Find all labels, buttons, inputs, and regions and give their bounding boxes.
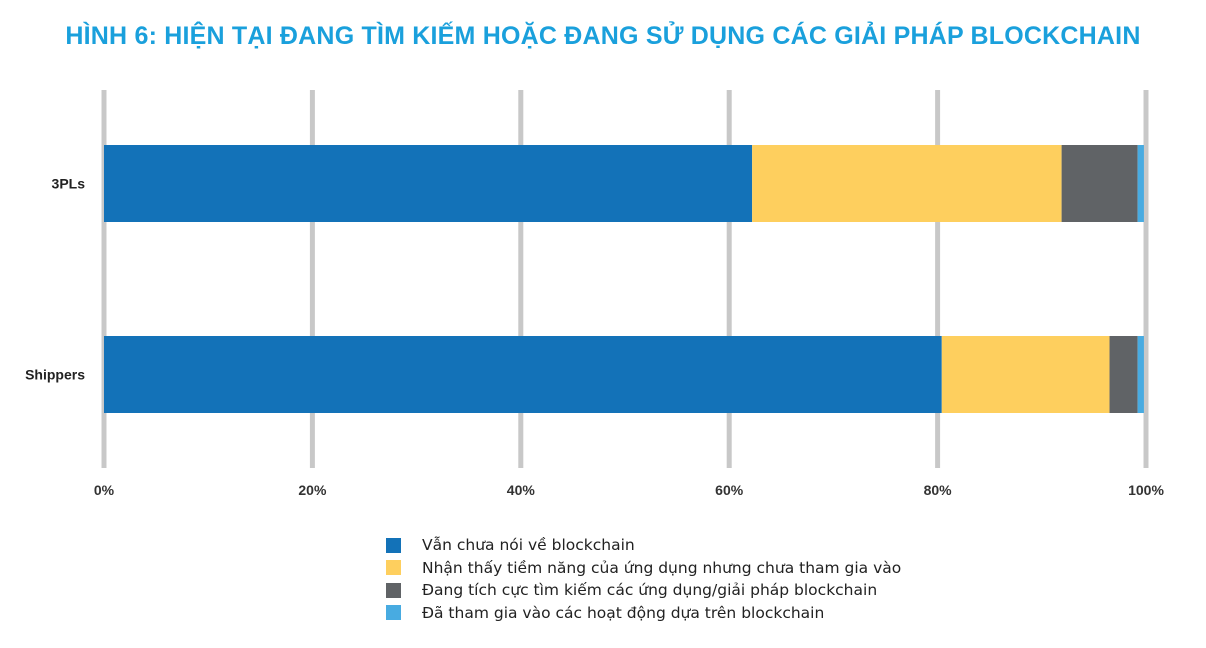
legend-swatch (386, 537, 401, 553)
legend-item: Đang tích cực tìm kiếm các ứng dụng/giải… (386, 579, 901, 602)
bar-segment (1137, 336, 1144, 413)
bar-segment (1137, 145, 1144, 222)
legend-item: Đã tham gia vào các hoạt động dựa trên b… (386, 602, 901, 625)
x-tick-label: 100% (1128, 482, 1164, 498)
stacked-bar-chart: 0% 20% 40% 60% 80% 100% 3PLs Shippers (25, 90, 1164, 499)
x-tick-label: 80% (924, 482, 953, 498)
chart-title: HÌNH 6: HIỆN TẠI ĐANG TÌM KIẾM HOẶC ĐANG… (65, 22, 1141, 50)
bar-segment (752, 145, 1062, 222)
axis-labels: 0% 20% 40% 60% 80% 100% 3PLs Shippers (25, 176, 1164, 499)
legend-label: Nhận thấy tiềm năng của ứng dụng nhưng c… (422, 558, 902, 577)
bar-segment (1061, 145, 1138, 222)
x-tick-label: 20% (298, 482, 327, 498)
category-label: 3PLs (52, 176, 86, 192)
x-tick-label: 40% (507, 482, 536, 498)
bar-segment (104, 336, 942, 413)
legend-swatch (386, 560, 401, 576)
legend: Vẫn chưa nói về blockchain Nhận thấy tiềm… (386, 534, 901, 624)
category-label: Shippers (25, 367, 85, 383)
x-tick-label: 0% (94, 482, 115, 498)
bar-segment (104, 145, 753, 222)
bar-segment (941, 336, 1110, 413)
legend-swatch (386, 605, 401, 621)
legend-item: Vẫn chưa nói về blockchain (386, 534, 901, 557)
legend-label: Đang tích cực tìm kiếm các ứng dụng/giải… (422, 581, 878, 600)
legend-label: Đã tham gia vào các hoạt động dựa trên b… (422, 603, 825, 622)
bars (104, 145, 1144, 413)
legend-label: Vẫn chưa nói về blockchain (422, 536, 635, 555)
legend-item: Nhận thấy tiềm năng của ứng dụng nhưng c… (386, 557, 901, 580)
x-tick-label: 60% (715, 482, 744, 498)
legend-swatch (386, 582, 401, 598)
bar-segment (1109, 336, 1138, 413)
